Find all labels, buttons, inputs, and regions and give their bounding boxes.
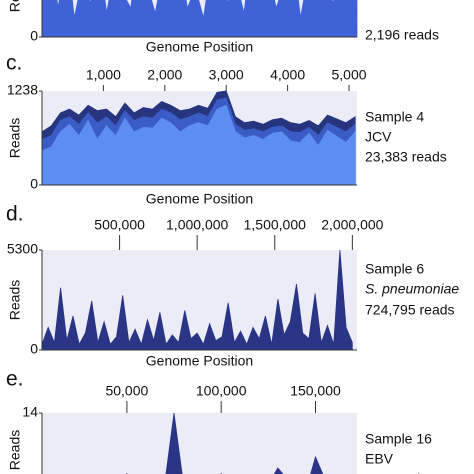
y-tick-label: 0	[30, 28, 38, 44]
y-tick-label: 14	[22, 404, 38, 420]
x-axis-label: Genome Position	[146, 39, 253, 55]
read-count: 23,383 reads	[365, 149, 447, 165]
sample-name: Sample 6	[365, 261, 424, 277]
x-axis-label: Genome Position	[146, 353, 253, 369]
read-count: 2,196 reads	[365, 27, 439, 43]
x-tick-label: 1,500,000	[244, 217, 306, 233]
coverage-area	[125, 412, 324, 474]
coverage-area	[41, 104, 356, 186]
x-tick-label: 150,000	[290, 383, 341, 399]
x-tick-label: 2,000	[147, 67, 182, 83]
x-tick-label: 500,000	[94, 217, 145, 233]
y-tick-label: 0	[30, 176, 38, 192]
organism-name: S. pneumoniae	[365, 281, 459, 297]
y-axis-label: Reads	[7, 0, 23, 12]
sample-name: Sample 16	[365, 431, 432, 447]
panel-label: e.	[6, 368, 24, 391]
x-tick-label: 5,000	[331, 67, 366, 83]
organism-name: EBV	[365, 451, 394, 467]
organism-name: JCV	[365, 129, 392, 145]
plot-background	[42, 413, 357, 474]
read-count: 888 reads	[365, 471, 427, 474]
x-tick-label: 2,000,000	[321, 217, 383, 233]
x-tick-label: 50,000	[105, 383, 148, 399]
y-tick-label: 5300	[7, 241, 38, 257]
x-tick-label: 100,000	[196, 383, 247, 399]
x-tick-label: 3,000	[209, 67, 244, 83]
coverage-area	[41, 249, 353, 351]
sample-name: Sample 4	[365, 109, 424, 125]
panel-label: d.	[6, 203, 24, 226]
x-tick-label: 1,000	[86, 67, 121, 83]
read-count: 724,795 reads	[365, 302, 455, 318]
y-axis-label: Reads	[7, 280, 23, 320]
panel-label: c.	[6, 52, 22, 75]
x-tick-label: 4,000	[270, 67, 305, 83]
x-axis-label: Genome Position	[146, 191, 253, 207]
y-tick-label: 1238	[7, 82, 38, 98]
y-axis-label: Reads	[7, 118, 23, 158]
y-tick-label: 0	[30, 341, 38, 357]
coverage-area	[41, 0, 358, 38]
x-tick-label: 1,000,000	[166, 217, 228, 233]
y-axis-label: Reads	[7, 430, 23, 470]
